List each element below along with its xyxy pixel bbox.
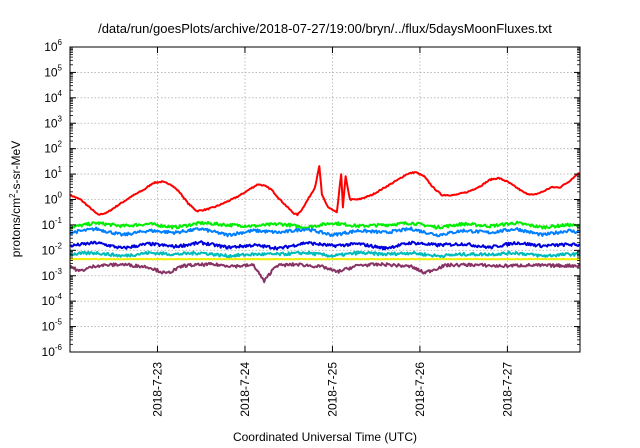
- plot-frame: [69, 46, 581, 353]
- y-tick-exponent: -4: [55, 292, 63, 301]
- y-tick-base: 10: [42, 320, 56, 334]
- series-layer: [69, 165, 581, 284]
- y-tick-exponent: 0: [58, 191, 63, 200]
- y-tick-label: 10-1: [42, 216, 63, 232]
- series-line-4: [69, 240, 581, 251]
- y-tick-base: 10: [44, 65, 58, 79]
- y-tick-label: 10-3: [42, 267, 63, 283]
- y-tick-base: 10: [42, 269, 56, 283]
- y-tick-exponent: -5: [55, 318, 63, 327]
- series-line-2: [69, 220, 581, 230]
- y-tick-label: 101: [44, 165, 62, 181]
- y-tick-exponent: -3: [55, 267, 63, 276]
- y-tick-exponent: 4: [58, 89, 63, 98]
- x-tick-label: 2018-7-27: [500, 362, 514, 417]
- y-tick-label: 103: [44, 114, 62, 130]
- y-tick-base: 10: [44, 193, 58, 207]
- y-tick-exponent: -2: [55, 241, 63, 250]
- y-axis-label: protons/cm2-s-sr-MeV: [8, 141, 23, 257]
- y-tick-base: 10: [44, 167, 58, 181]
- y-tick-label: 10-6: [42, 343, 63, 359]
- x-tick-labels: 2018-7-23 2018-7-24 2018-7-25 2018-7-26 2018…: [150, 362, 514, 417]
- series-line-3: [69, 226, 581, 238]
- y-tick-exponent: 5: [58, 63, 63, 72]
- x-axis-label: Coordinated Universal Time (UTC): [233, 430, 417, 444]
- x-tick-label: 2018-7-26: [413, 362, 427, 417]
- y-tick-label: 105: [44, 63, 62, 79]
- y-tick-base: 10: [44, 40, 58, 54]
- series-line-1: [69, 165, 581, 217]
- y-tick-base: 10: [42, 294, 56, 308]
- y-tick-exponent: 2: [58, 140, 63, 149]
- y-tick-label: 106: [44, 38, 62, 54]
- y-tick-exponent: -1: [55, 216, 63, 225]
- y-tick-base: 10: [44, 91, 58, 105]
- y-tick-base: 10: [44, 142, 58, 156]
- y-tick-exponent: -6: [55, 343, 63, 352]
- y-tick-label: 104: [44, 89, 62, 105]
- y-tick-label: 100: [44, 191, 62, 207]
- series-line-7: [69, 261, 581, 284]
- y-tick-label: 10-5: [42, 318, 63, 334]
- y-tick-label: 10-2: [42, 241, 63, 257]
- y-tick-exponent: 3: [58, 114, 63, 123]
- y-axis-label-suffix: -s-sr-MeV: [9, 141, 23, 194]
- y-tick-base: 10: [42, 243, 56, 257]
- series-line-5: [69, 250, 581, 259]
- x-tick-label: 2018-7-25: [325, 362, 339, 417]
- chart-title: /data/run/goesPlots/archive/2018-07-27/1…: [98, 21, 552, 36]
- y-tick-label: 10-4: [42, 292, 63, 308]
- y-tick-base: 10: [44, 116, 58, 130]
- y-tick-base: 10: [42, 218, 56, 232]
- series-line-6: [70, 257, 581, 261]
- y-axis-label-prefix: protons/cm: [9, 198, 23, 257]
- y-tick-base: 10: [42, 345, 56, 359]
- y-tick-exponent: 1: [58, 165, 63, 174]
- y-tick-exponent: 6: [58, 38, 63, 47]
- x-tick-label: 2018-7-24: [238, 362, 252, 417]
- x-tick-label: 2018-7-23: [150, 362, 164, 417]
- y-tick-labels: 10-610-510-410-310-210-11001011021031041…: [42, 38, 63, 359]
- y-tick-label: 102: [44, 140, 62, 156]
- y-axis-label-sup: 2: [8, 193, 17, 198]
